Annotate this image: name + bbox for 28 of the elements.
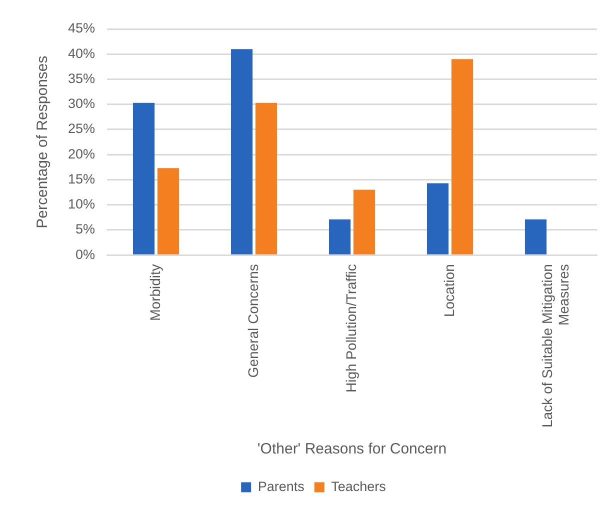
y-tick-label: 40% bbox=[68, 46, 96, 61]
y-tick-label: 15% bbox=[68, 171, 96, 186]
bar bbox=[255, 102, 278, 254]
x-tick-label: Morbidity bbox=[146, 264, 163, 321]
legend-label: Teachers bbox=[331, 478, 386, 494]
bar bbox=[328, 219, 351, 254]
y-tick-label: 45% bbox=[68, 20, 96, 36]
y-tick-label: 30% bbox=[68, 96, 96, 112]
bar bbox=[132, 102, 155, 254]
y-tick-label: 5% bbox=[76, 222, 96, 237]
y-tick-label: 20% bbox=[68, 146, 96, 162]
bar bbox=[157, 168, 180, 254]
y-axis-title: Percentage of Responses bbox=[34, 56, 52, 228]
x-tick-label: Lack of Suitable Mitigation Measures bbox=[538, 264, 572, 428]
x-tick-label: Location bbox=[440, 264, 457, 318]
bar bbox=[426, 183, 449, 254]
bar bbox=[524, 219, 547, 254]
x-axis-title: 'Other' Reasons for Concern bbox=[257, 440, 447, 458]
y-tick-label: 35% bbox=[68, 70, 96, 86]
bar bbox=[230, 49, 253, 254]
bar bbox=[353, 190, 376, 254]
y-tick-label: 25% bbox=[68, 121, 96, 136]
y-tick-label: 0% bbox=[76, 246, 96, 262]
x-tick-label: High Pollution/Traffic bbox=[342, 264, 359, 392]
y-tick-label: 10% bbox=[68, 196, 96, 212]
bar bbox=[451, 59, 474, 254]
x-tick-label: General Concerns bbox=[244, 264, 261, 378]
legend-label: Parents bbox=[258, 478, 305, 494]
